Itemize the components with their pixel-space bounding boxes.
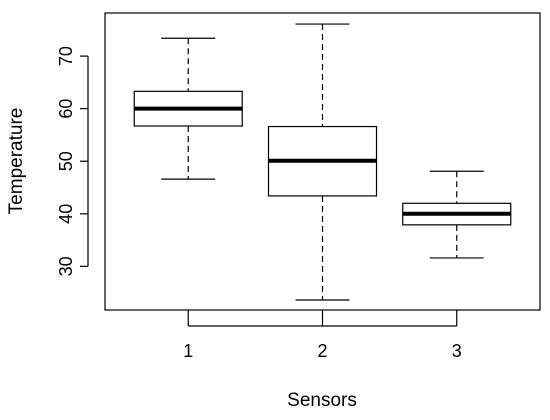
y-axis: 30 40 50 60 70 bbox=[56, 46, 89, 276]
y-tick-label: 70 bbox=[56, 46, 76, 66]
x-tick-label: 3 bbox=[452, 341, 462, 361]
y-tick-label: 40 bbox=[56, 204, 76, 224]
y-tick-label: 60 bbox=[56, 99, 76, 119]
x-axis-label: Sensors bbox=[287, 390, 357, 411]
x-tick-label: 1 bbox=[183, 341, 193, 361]
y-axis-label: Temperature bbox=[6, 108, 27, 215]
y-tick-label: 30 bbox=[56, 256, 76, 276]
y-tick-label: 50 bbox=[56, 151, 76, 171]
box-series bbox=[133, 23, 512, 301]
box-2 bbox=[267, 23, 378, 301]
box-1 bbox=[133, 37, 243, 180]
x-tick-label: 2 bbox=[317, 341, 327, 361]
box-3 bbox=[402, 170, 512, 259]
x-axis: 1 2 3 bbox=[183, 310, 462, 361]
